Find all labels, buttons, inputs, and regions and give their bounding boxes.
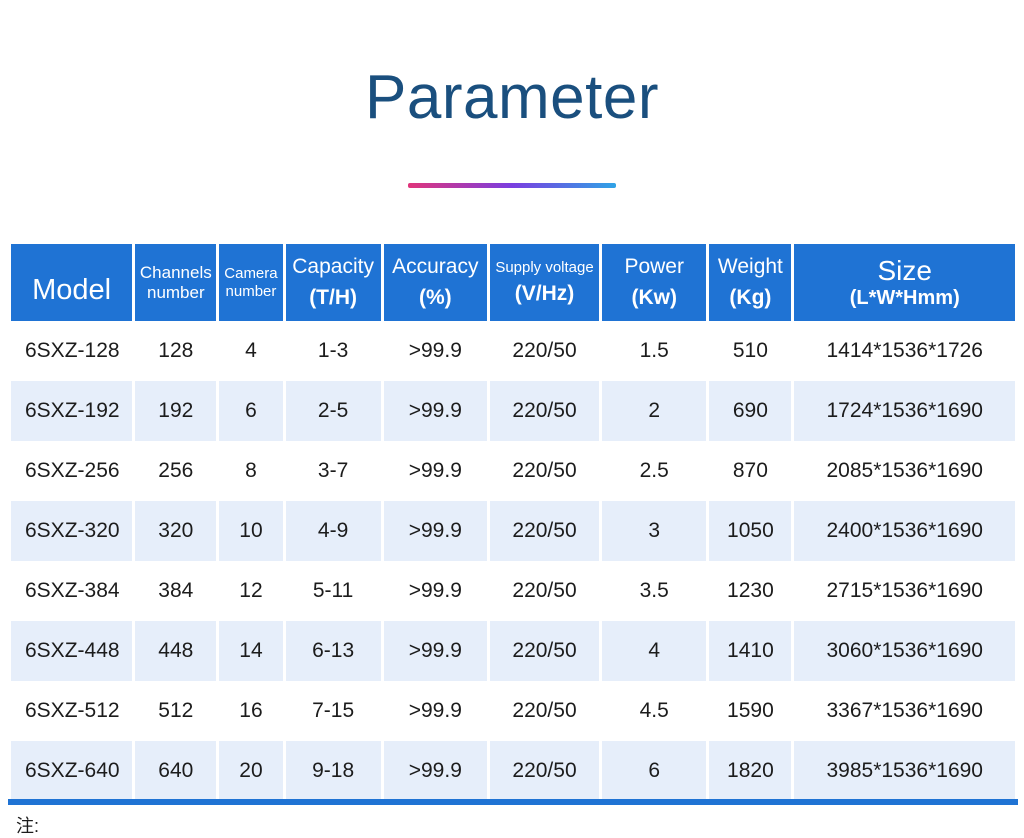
cell-power: 6: [602, 741, 707, 801]
cell-camera: 20: [219, 741, 283, 801]
cell-voltage: 220/50: [489, 621, 600, 681]
header-accuracy: Accuracy (%): [383, 244, 487, 321]
cell-accuracy: >99.9: [383, 621, 487, 681]
cell-channels: 448: [135, 621, 217, 681]
cell-power: 4.5: [639, 699, 669, 722]
cell-weight: 1050: [709, 501, 792, 561]
cell-camera: 12: [239, 579, 263, 602]
table-row: 6SXZ-320 320 10 4-9 >99.9 220/50 3 1050 …: [11, 501, 1015, 561]
cell-voltage: 220/50: [512, 579, 577, 602]
cell-model: 6SXZ-128: [25, 339, 120, 362]
cell-size: 2085*1536*1690: [826, 459, 983, 482]
header-power: Power (Kw): [602, 244, 707, 321]
cell-voltage: 220/50: [489, 741, 600, 801]
cell-power: 3: [602, 501, 707, 561]
cell-channels: 128: [158, 339, 194, 362]
cell-model: 6SXZ-448: [11, 621, 133, 681]
cell-capacity: 9-18: [285, 741, 381, 801]
table-row: 6SXZ-640 640 20 9-18 >99.9 220/50 6 1820…: [11, 741, 1015, 801]
cell-capacity: 2-5: [285, 381, 381, 441]
cell-capacity: 7-15: [312, 699, 355, 722]
cell-model: 6SXZ-384: [25, 579, 120, 602]
cell-capacity: 1-3: [317, 339, 349, 362]
table-row: 6SXZ-256 256 8 3-7 >99.9 220/50 2.5 870 …: [11, 441, 1015, 501]
cell-size: 2400*1536*1690: [794, 501, 1015, 561]
cell-model: 6SXZ-640: [11, 741, 133, 801]
table-row: 6SXZ-448 448 14 6-13 >99.9 220/50 4 1410…: [11, 621, 1015, 681]
header-capacity: Capacity (T/H): [285, 244, 381, 321]
cell-power: 3.5: [639, 579, 669, 602]
cell-voltage: 220/50: [489, 501, 600, 561]
cell-camera: 10: [219, 501, 283, 561]
table-row: 6SXZ-192 192 6 2-5 >99.9 220/50 2 690 17…: [11, 381, 1015, 441]
cell-capacity: 3-7: [317, 459, 349, 482]
cell-channels: 384: [158, 579, 194, 602]
cell-accuracy: >99.9: [408, 459, 462, 482]
page-title: Parameter: [365, 63, 659, 132]
table-header-row: Model Channels number Camera number Capa…: [11, 244, 1015, 321]
cell-size: 1724*1536*1690: [794, 381, 1015, 441]
cell-model: 6SXZ-320: [11, 501, 133, 561]
cell-weight: 1230: [727, 579, 774, 602]
cell-accuracy: >99.9: [383, 741, 487, 801]
header-voltage: Supply voltage (V/Hz): [489, 244, 600, 321]
cell-voltage: 220/50: [489, 381, 600, 441]
cell-power: 4: [602, 621, 707, 681]
table-row: 6SXZ-512 512 16 7-15 >99.9 220/50 4.5 15…: [11, 681, 1015, 741]
header-channels: Channels number: [135, 244, 217, 321]
cell-accuracy: >99.9: [383, 501, 487, 561]
cell-channels: 512: [158, 699, 194, 722]
cell-weight: 1410: [709, 621, 792, 681]
cell-size: 3367*1536*1690: [826, 699, 983, 722]
cell-power: 2.5: [639, 459, 669, 482]
cell-size: 1414*1536*1726: [826, 339, 983, 362]
cell-size: 3985*1536*1690: [794, 741, 1015, 801]
cell-weight: 870: [732, 459, 768, 482]
cell-channels: 256: [158, 459, 194, 482]
cell-camera: 14: [219, 621, 283, 681]
cell-channels: 320: [135, 501, 217, 561]
cell-model: 6SXZ-512: [25, 699, 120, 722]
header-weight: Weight (Kg): [709, 244, 792, 321]
cell-accuracy: >99.9: [408, 699, 462, 722]
cell-voltage: 220/50: [512, 339, 577, 362]
cell-power: 2: [602, 381, 707, 441]
cell-accuracy: >99.9: [383, 381, 487, 441]
cell-channels: 640: [135, 741, 217, 801]
cell-camera: 16: [239, 699, 263, 722]
cell-weight: 1590: [727, 699, 774, 722]
cell-model: 6SXZ-256: [25, 459, 120, 482]
cell-power: 1.5: [639, 339, 669, 362]
cell-camera: 4: [245, 339, 257, 362]
cell-camera: 8: [245, 459, 257, 482]
cell-weight: 690: [709, 381, 792, 441]
table-bottom-rule: [8, 799, 1018, 805]
note-label: 注:: [16, 816, 40, 836]
cell-accuracy: >99.9: [408, 579, 462, 602]
cell-size: 2715*1536*1690: [826, 579, 983, 602]
header-model: Model: [11, 244, 133, 321]
table-row: 6SXZ-384 384 12 5-11 >99.9 220/50 3.5 12…: [11, 561, 1015, 621]
title-underline: [408, 183, 616, 188]
cell-model: 6SXZ-192: [11, 381, 133, 441]
cell-capacity: 5-11: [312, 579, 354, 602]
table-row: 6SXZ-128 128 4 1-3 >99.9 220/50 1.5 510 …: [11, 321, 1015, 381]
cell-voltage: 220/50: [512, 459, 577, 482]
cell-camera: 6: [219, 381, 283, 441]
parameter-table: Model Channels number Camera number Capa…: [8, 244, 1018, 801]
header-size: Size (L*W*Hmm): [794, 244, 1015, 321]
cell-weight: 1820: [709, 741, 792, 801]
header-camera: Camera number: [219, 244, 283, 321]
cell-accuracy: >99.9: [408, 339, 462, 362]
cell-weight: 510: [732, 339, 768, 362]
cell-capacity: 4-9: [285, 501, 381, 561]
cell-channels: 192: [135, 381, 217, 441]
cell-size: 3060*1536*1690: [794, 621, 1015, 681]
cell-voltage: 220/50: [512, 699, 577, 722]
cell-capacity: 6-13: [285, 621, 381, 681]
